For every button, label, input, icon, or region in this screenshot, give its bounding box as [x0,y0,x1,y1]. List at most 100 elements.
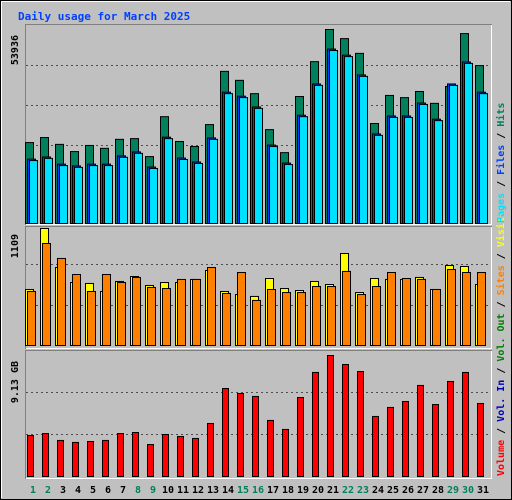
legend-separator: / [496,247,507,265]
bar [374,134,383,225]
bar [207,422,214,477]
bar [387,271,396,346]
y-tick-label: 53936 [10,35,21,65]
bar [147,444,154,477]
x-tick-label: 10 [162,485,174,496]
bar [42,242,51,346]
bar [89,165,98,224]
bar [192,278,201,347]
bar [87,441,94,478]
bar [222,388,229,477]
bar [477,402,484,477]
bar [372,415,379,478]
bar [179,158,188,224]
bar [57,439,64,478]
x-tick-label: 4 [75,485,81,496]
x-tick-label: 24 [372,485,384,496]
legend-separator: / [496,362,507,380]
bar [57,257,66,346]
x-tick-label: 20 [312,485,324,496]
bar [117,433,124,477]
x-tick-label: 26 [402,485,414,496]
x-tick-label: 6 [105,485,111,496]
bar [372,286,381,346]
bar [327,286,336,346]
legend-entry: Volume [496,440,507,476]
bar [252,395,259,478]
bar [222,292,231,347]
bar [207,267,216,346]
bar [209,138,218,225]
bar [74,166,83,224]
x-tick-label: 30 [462,485,474,496]
bar [449,84,458,224]
bar [254,107,263,224]
bar [477,271,486,346]
bar [344,56,353,225]
x-tick-label: 19 [297,485,309,496]
bar [162,433,169,477]
bar [252,299,261,346]
bar [387,406,394,478]
bar [419,103,428,224]
legend-separator: / [496,127,507,145]
bar [284,164,293,224]
x-tick-label: 16 [252,485,264,496]
bar [297,292,306,347]
bar [119,156,128,224]
bar [312,286,321,346]
x-tick-label: 25 [387,485,399,496]
bar [147,286,156,347]
bar [42,433,49,477]
bar [359,75,368,224]
legend-separator: / [496,422,507,440]
x-tick-label: 12 [192,485,204,496]
x-tick-label: 18 [282,485,294,496]
bar [357,294,366,346]
bar [164,138,173,224]
bar [72,441,79,477]
bar [417,384,424,478]
bar [72,273,81,346]
bar [299,116,308,224]
x-tick-label: 3 [60,485,66,496]
bar [462,371,469,478]
bar [297,397,304,478]
bar [267,288,276,346]
bar [237,271,246,346]
bar [342,364,349,478]
bar [402,278,411,346]
x-tick-label: 13 [207,485,219,496]
x-tick-label: 11 [177,485,189,496]
bar [149,167,158,224]
bar [177,435,184,477]
bar [27,435,34,477]
bar [237,393,244,477]
bar [44,157,53,224]
bar [134,152,143,224]
bar [329,49,338,225]
bar [479,93,488,224]
bar [117,282,126,347]
legend-entry: Vol. Out [496,313,507,361]
bar [312,371,319,478]
bar [192,437,199,478]
bar [267,419,274,477]
legend: Volume / Vol. In / Vol. Out / Sites / Vi… [495,211,507,476]
bar [464,62,473,225]
bar [224,93,233,224]
x-tick-label: 31 [477,485,489,496]
bar [27,290,36,346]
bar [402,400,409,477]
bar [462,271,471,346]
x-tick-label: 21 [327,485,339,496]
bar [102,273,111,346]
x-tick-label: 5 [90,485,96,496]
bar [342,270,351,347]
bar [162,288,171,346]
legend-entry: Hits [495,103,507,127]
y-tick-label: 9.13 GB [10,361,21,403]
x-tick-label: 1 [30,485,36,496]
x-tick-label: 29 [447,485,459,496]
